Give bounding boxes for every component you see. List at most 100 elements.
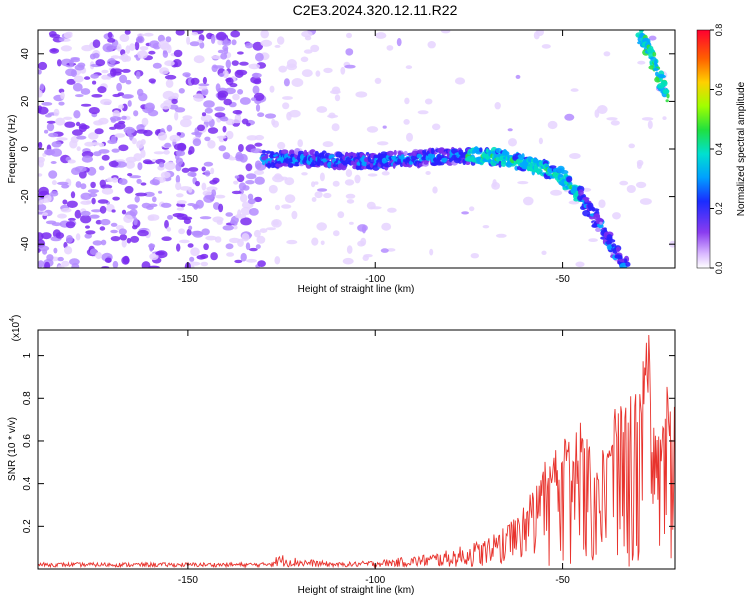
noise-cell [157, 132, 168, 141]
noise-cell [97, 199, 109, 204]
signal-track-cell [623, 269, 630, 274]
noise-cell [381, 222, 392, 231]
snr-y-tick-label: 0.6 [22, 434, 33, 448]
noise-cell [214, 112, 226, 118]
signal-track-cell [386, 150, 395, 156]
noise-cell [139, 46, 149, 51]
noise-cell [122, 255, 130, 264]
noise-cell [104, 257, 112, 263]
noise-cell [93, 151, 102, 157]
noise-cell [203, 161, 214, 167]
noise-cell [116, 43, 122, 52]
noise-cell [133, 110, 139, 117]
noise-cell [178, 88, 185, 94]
noise-cell [274, 256, 281, 265]
noise-cell [211, 64, 218, 73]
noise-cell [152, 62, 162, 69]
noise-cell [230, 30, 241, 38]
noise-cell [239, 97, 251, 105]
noise-cell [541, 250, 547, 255]
noise-cell [222, 70, 229, 79]
noise-cell [71, 262, 80, 268]
noise-cell [148, 78, 156, 84]
noise-cell [164, 142, 172, 148]
noise-cell [211, 55, 223, 60]
noise-cell [316, 222, 328, 231]
noise-cell [137, 50, 148, 59]
noise-cell [85, 230, 96, 235]
noise-cell [198, 83, 210, 87]
noise-cell [274, 44, 281, 48]
svg-text:(x104): (x104) [9, 315, 22, 342]
upper-track-cell [636, 30, 639, 31]
noise-cell [112, 196, 120, 201]
signal-track-cell [298, 150, 304, 155]
noise-cell [121, 209, 127, 215]
noise-cell [118, 104, 125, 110]
noise-cell [330, 89, 341, 95]
noise-cell [606, 117, 618, 121]
upper-track-cell [660, 80, 668, 87]
noise-cell [569, 153, 581, 159]
noise-cell [38, 141, 43, 149]
noise-cell [99, 226, 106, 231]
signal-track-cell [265, 153, 269, 159]
noise-cell [239, 61, 249, 66]
noise-cell [108, 160, 119, 168]
noise-cell [570, 88, 579, 92]
noise-cell [245, 173, 257, 180]
noise-cell [201, 166, 206, 172]
noise-cell [192, 138, 202, 147]
noise-cell [46, 120, 56, 124]
noise-cell [217, 49, 225, 54]
noise-cell [212, 216, 224, 223]
noise-cell [77, 62, 86, 68]
noise-cell [138, 92, 148, 102]
noise-cell [424, 98, 433, 105]
signal-track-cell [423, 161, 429, 165]
noise-cell [222, 125, 227, 133]
signal-track-cell [607, 239, 616, 243]
noise-cell [92, 52, 100, 59]
noise-cell [39, 83, 45, 91]
noise-cell [226, 77, 234, 86]
noise-cell [113, 122, 126, 130]
noise-cell [130, 235, 140, 243]
noise-cell [178, 228, 186, 235]
noise-cell [85, 225, 90, 229]
noise-cell [189, 41, 200, 47]
noise-cell [396, 38, 402, 47]
noise-cell [164, 60, 175, 67]
signal-track-cell [430, 162, 438, 166]
noise-cell [286, 63, 298, 71]
noise-cell [322, 141, 334, 148]
noise-cell [550, 189, 563, 196]
noise-cell [494, 102, 501, 110]
noise-cell [74, 209, 82, 219]
noise-cell [228, 156, 236, 161]
noise-cell [42, 212, 48, 217]
noise-cell [328, 112, 336, 119]
signal-track-cell [262, 150, 266, 154]
noise-cell [166, 226, 172, 232]
noise-cell [148, 50, 156, 55]
spectrogram-cells [38, 30, 675, 274]
noise-cell [45, 220, 57, 225]
noise-cell [97, 86, 107, 94]
noise-cell [199, 216, 212, 220]
noise-cell [204, 136, 211, 142]
signal-track-cell [292, 156, 296, 162]
noise-cell [291, 78, 304, 87]
noise-cell [100, 218, 111, 226]
noise-cell [38, 245, 50, 252]
noise-cell [404, 97, 410, 105]
noise-cell [345, 169, 353, 178]
noise-cell [95, 219, 102, 225]
noise-cell [252, 72, 259, 77]
noise-cell [211, 189, 217, 197]
noise-cell [183, 218, 191, 225]
noise-cell [240, 206, 252, 216]
noise-cell [597, 105, 608, 114]
noise-cell [182, 115, 193, 120]
noise-cell [603, 51, 611, 57]
